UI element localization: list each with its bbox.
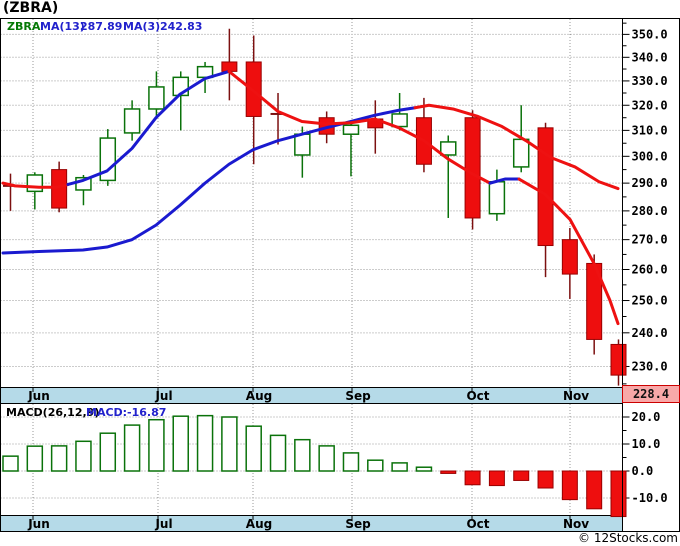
macd-bar-negative xyxy=(586,470,603,510)
macd-bar-positive xyxy=(415,466,433,472)
ma3-line-down xyxy=(1,181,70,189)
macd-tick-label: -10.0 xyxy=(632,491,668,505)
month-label: Jun xyxy=(27,389,50,403)
macd-bar-negative xyxy=(610,470,627,518)
macd-pane-legend: MACD(26,12,9)MACD:-16.87 xyxy=(6,406,166,419)
month-label: Aug xyxy=(246,517,272,531)
page-title: (ZBRA) xyxy=(3,0,59,16)
candle-up xyxy=(342,124,360,135)
ticker-symbol: ZBRA xyxy=(7,20,41,33)
macd-bar-negative xyxy=(464,470,481,486)
candle-down xyxy=(561,239,578,275)
month-label: Jul xyxy=(154,517,172,531)
candle-down xyxy=(464,117,481,219)
month-label: Aug xyxy=(246,389,272,403)
candle-down xyxy=(537,127,554,247)
macd-bar-positive xyxy=(99,432,117,472)
macd-tick-label: 10.0 xyxy=(632,437,661,451)
macd-bar-positive xyxy=(2,455,19,472)
macd-bar-positive xyxy=(318,445,335,472)
month-label: Jun xyxy=(27,517,50,531)
candle-up xyxy=(148,86,165,110)
price-tick-label: 260.0 xyxy=(632,263,668,277)
month-label: Nov xyxy=(563,389,589,403)
month-label: Jul xyxy=(154,389,172,403)
price-tick-label: 290.0 xyxy=(632,176,668,190)
macd-bar-positive xyxy=(50,445,68,472)
month-label: Sep xyxy=(345,517,371,531)
macd-bar-negative xyxy=(537,470,554,489)
last-price-badge: 228.4 xyxy=(622,385,680,403)
candle-down xyxy=(610,343,627,376)
month-label: Oct xyxy=(466,389,489,403)
macd-bar-positive xyxy=(245,425,262,472)
candle-up xyxy=(294,133,311,156)
ma3-line-down xyxy=(517,177,620,326)
macd-bar-negative xyxy=(488,470,505,487)
macd-bar-negative xyxy=(440,470,457,474)
candle-up xyxy=(99,137,117,182)
price-tick-label: 310.0 xyxy=(632,123,668,137)
price-tick-label: 270.0 xyxy=(632,233,668,247)
macd-bar-positive xyxy=(196,414,214,472)
price-tick-label: 300.0 xyxy=(632,149,668,163)
macd-bar-positive xyxy=(342,452,360,472)
ma3-label: MA(3) xyxy=(123,20,161,33)
macd-bar-positive xyxy=(172,415,189,472)
price-tick-label: 320.0 xyxy=(632,98,668,112)
ma13-value: 287.89 xyxy=(80,20,123,33)
price-tick-label: 280.0 xyxy=(632,204,668,218)
price-tick-label: 230.0 xyxy=(632,359,668,373)
macd-bar-positive xyxy=(75,440,92,472)
ma13-label: MA(13) xyxy=(40,20,85,33)
attribution-watermark: © 12Stocks.com xyxy=(578,531,678,545)
price-tick-label: 350.0 xyxy=(632,27,668,41)
macd-value-label: MACD:-16.87 xyxy=(86,406,167,419)
macd-params-label: MACD(26,12,9) xyxy=(6,406,100,419)
macd-bar-positive xyxy=(367,459,384,472)
candle-up xyxy=(123,108,141,134)
macd-bar-positive xyxy=(148,418,165,472)
macd-tick-label: 0.0 xyxy=(632,464,654,478)
month-bar xyxy=(0,387,623,404)
price-tick-label: 330.0 xyxy=(632,74,668,88)
ma3-value: 242.83 xyxy=(160,20,203,33)
price-pane-legend: ZBRAMA(13)287.89MA(3)242.83 xyxy=(7,20,202,33)
macd-tick-label: 20.0 xyxy=(632,410,661,424)
month-label: Oct xyxy=(466,517,489,531)
macd-bar-positive xyxy=(123,424,141,472)
macd-bar-positive xyxy=(26,445,44,472)
ma3-line-up xyxy=(66,69,231,186)
candle-down xyxy=(51,169,68,209)
ma3-line-up xyxy=(488,177,521,185)
macd-bar-negative xyxy=(513,470,530,481)
last-price-value: 228.4 xyxy=(632,387,670,401)
price-tick-label: 250.0 xyxy=(632,294,668,308)
month-label: Sep xyxy=(345,389,371,403)
ma3-line-down xyxy=(227,69,492,185)
macd-bar-positive xyxy=(294,438,311,472)
price-macd-chart: 350.0 340.0 330.0 320.0 310.0 300.0 290.0 280.0… xyxy=(0,18,680,532)
macd-bar-negative xyxy=(561,470,578,501)
price-tick-label: 340.0 xyxy=(632,50,668,64)
candle-up xyxy=(26,174,44,193)
macd-bar-positive xyxy=(391,462,408,472)
ma13-line-up xyxy=(1,106,417,255)
price-tick-label: 240.0 xyxy=(632,326,668,340)
month-bar xyxy=(0,515,623,532)
candle-up xyxy=(488,181,506,215)
ma13-line-down xyxy=(413,103,620,191)
candle-up xyxy=(512,138,530,168)
macd-bar-positive xyxy=(221,416,238,472)
macd-bar-positive xyxy=(269,434,287,472)
candle-up xyxy=(440,141,457,156)
month-label: Nov xyxy=(563,517,589,531)
